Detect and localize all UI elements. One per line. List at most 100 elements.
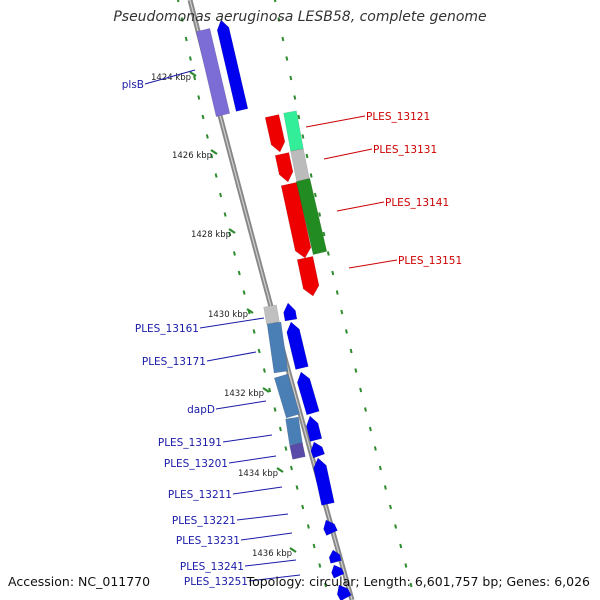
tick-mark [273,0,277,3]
tick-mark [354,368,358,373]
gene-label-reverse: PLES_13201 [164,458,228,470]
tick-mark [210,153,214,159]
cds-red-3 [280,181,312,259]
gene-label-forward: PLES_13151 [398,255,462,267]
leader-line [144,69,196,85]
tick-mark [324,582,328,588]
accession-label: Accession: [8,574,75,589]
leader-line [206,351,257,362]
tick-mark [277,17,281,22]
tick-mark [289,465,293,471]
tick-mark [252,329,256,334]
tick-mark [176,0,180,3]
leader-line [244,559,297,567]
tick-mark [335,290,339,295]
tick-mark [289,75,293,81]
tick-mark [340,309,344,315]
cds-PLES_13211 [313,457,335,506]
tick-mark [262,368,266,373]
tick-mark [281,36,285,42]
tick-mark [232,251,236,256]
operon-block-PLES_13121 [283,110,304,152]
tick-mark [184,36,188,42]
leader-line [222,434,273,443]
cds-PLES_13191 [306,415,323,442]
gene-label-reverse: PLES_13161 [135,323,199,335]
tick-mark [399,543,403,549]
leader-line [236,513,289,521]
tick-mark [322,231,326,237]
tick-mark [193,75,197,81]
tick-mark [359,387,363,393]
gene-label-reverse: PLES_13191 [158,437,222,449]
gene-label-forward: PLES_13131 [373,144,437,156]
tick-mark [301,504,305,510]
cds-PLES_13171 [286,321,309,370]
tick-mark [297,114,301,120]
inner-tick-ring [176,0,328,588]
tick-mark [201,114,205,120]
accession-info: Accession: NC_011770 [8,574,150,589]
operon-block-PLES_13141 [295,178,328,255]
genome-stats: Topology: circular; Length: 6,601,757 bp… [246,574,590,589]
gene-label-forward: PLES_13141 [385,197,449,209]
leader-line [336,201,385,212]
scale-label: 1426 kbp [172,151,212,161]
tick-mark [404,563,408,568]
tick-mark [313,192,317,198]
scale-tick [262,387,270,393]
gene-label-reverse: dapD [187,404,215,416]
scale-tick [246,308,254,314]
tick-mark [318,563,322,568]
scale-label: 1430 kbp [208,310,248,320]
scale-tick [228,228,236,234]
length-label: Length: [363,574,411,589]
operon-block-PLES_13131 [290,148,310,182]
tick-mark [188,56,192,61]
tick-mark [237,270,241,276]
tick-mark [219,192,223,198]
gene-label-reverse: PLES_13221 [172,515,236,527]
cds-red-1 [264,114,286,153]
tick-mark [318,212,322,217]
tick-mark [368,426,372,432]
tick-mark [278,426,282,432]
leader-line [232,486,283,495]
tick-mark [197,95,201,100]
leader-line [228,455,277,464]
tick-mark [383,485,387,490]
leader-line [323,148,373,160]
tick-mark [285,56,289,61]
cds-plsB [216,19,249,112]
cds-block-plsB-operon [195,28,231,117]
tick-mark [180,17,184,22]
tick-mark [378,465,382,471]
tick-mark [273,407,277,412]
leader-line [248,574,301,582]
accession-value: NC_011770 [78,574,151,589]
leader-line [240,532,293,541]
outer-tick-ring [273,0,413,588]
tick-mark [284,446,288,451]
tick-rings [176,0,413,588]
tick-mark [223,212,227,217]
tick-mark [309,173,313,178]
cds-red-2 [274,152,294,183]
scale-tick [276,467,284,473]
topology-value: circular [309,574,356,589]
operon-block-PLES_13171 [266,321,289,374]
cds-PLES_13251 [336,584,352,600]
tick-mark [344,329,348,334]
scale-tick [289,547,297,553]
tick-mark [305,153,309,159]
gene-label-reverse: PLES_13231 [176,535,240,547]
operon-block-dapD [273,373,301,419]
tick-mark [301,134,305,139]
scale-label: 1424 kbp [151,73,191,83]
tick-mark [394,524,398,529]
leader-line [348,259,398,269]
map-title: Pseudomonas aeruginosa LESB58, complete … [113,9,487,25]
gene-label-reverse: PLES_13251 [184,576,248,588]
tick-mark [364,407,367,412]
leader-line [199,317,265,329]
